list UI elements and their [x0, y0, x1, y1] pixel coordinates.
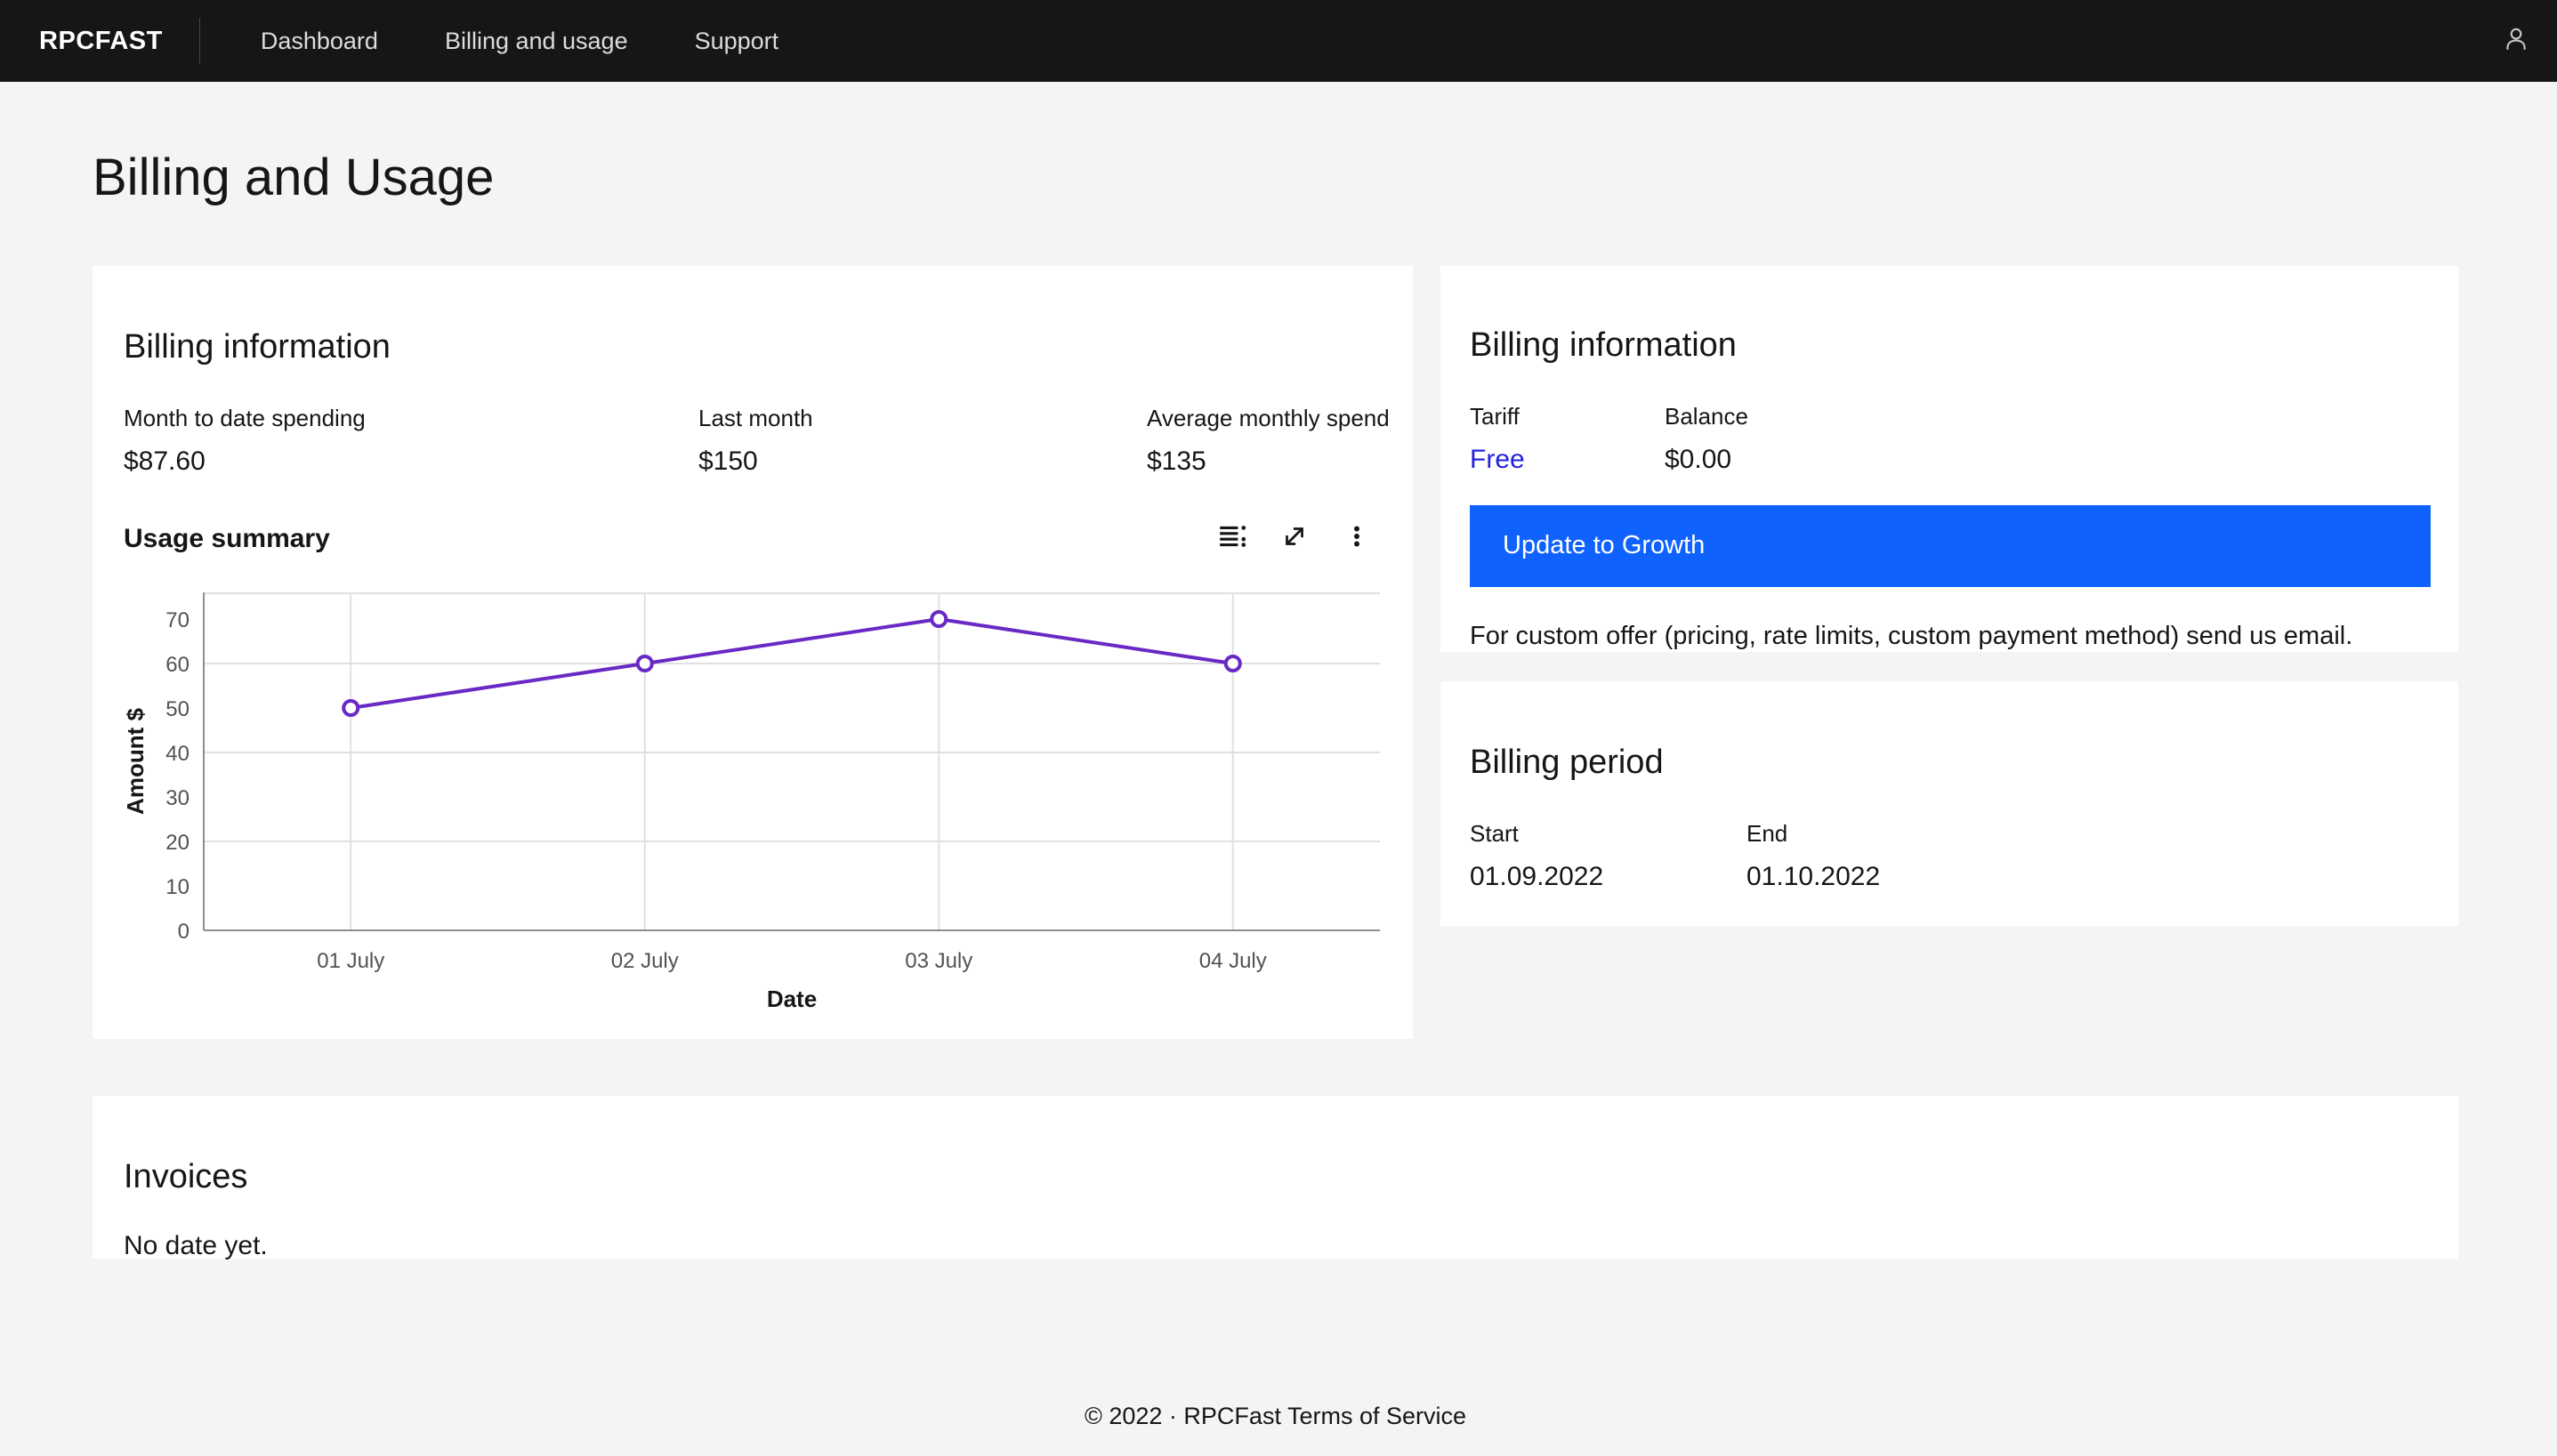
svg-text:30: 30 — [165, 786, 190, 810]
svg-text:01 July: 01 July — [317, 949, 384, 973]
stat-value: $135 — [1147, 446, 1206, 476]
svg-text:60: 60 — [165, 653, 190, 677]
chart-point[interactable] — [1223, 654, 1242, 672]
chart-options-button[interactable] — [1339, 521, 1375, 557]
field-value: 01.10.2022 — [1746, 861, 1881, 891]
field-label: Balance — [1665, 402, 1748, 430]
billing-card-title: Billing information — [124, 327, 391, 366]
svg-text:50: 50 — [165, 697, 190, 721]
stat-month-to-date: Month to date spending $87.60 — [124, 404, 698, 479]
account-fields: Tariff Free Balance $0.00 — [1470, 402, 2429, 477]
field-start: Start 01.09.2022 — [1470, 819, 1746, 894]
nav-item-billing-and-usage[interactable]: Billing and usage — [444, 27, 628, 54]
chart-point[interactable] — [930, 609, 948, 628]
logo[interactable]: RPCFAST — [39, 26, 163, 55]
field-end: End 01.10.2022 — [1746, 819, 2429, 894]
footer-copyright: © 2022 · RPCFast — [1084, 1403, 1281, 1429]
field-value: $0.00 — [1665, 444, 1732, 474]
chart-point[interactable] — [635, 654, 654, 672]
data-table-icon — [1217, 521, 1247, 556]
billing-stats: Month to date spending $87.60 Last month… — [124, 404, 1390, 479]
user-menu-button[interactable] — [2475, 0, 2557, 82]
svg-text:Amount $: Amount $ — [124, 707, 149, 814]
period-card-title: Billing period — [1470, 743, 1664, 781]
main-content: Billing and Usage Billing information Mo… — [0, 147, 2557, 1456]
svg-text:40: 40 — [165, 742, 190, 766]
svg-text:20: 20 — [165, 831, 190, 855]
svg-text:02 July: 02 July — [611, 949, 679, 973]
page-title: Billing and Usage — [93, 149, 495, 206]
svg-text:10: 10 — [165, 875, 190, 899]
chart-point[interactable] — [342, 698, 360, 717]
top-nav: RPCFAST Dashboard Billing and usage Supp… — [0, 0, 2557, 82]
account-card-title: Billing information — [1470, 326, 1737, 364]
invoices-card: Invoices No date yet. — [93, 1096, 2458, 1260]
usage-summary-header: Usage summary — [124, 521, 1382, 557]
overflow-menu-icon — [1342, 521, 1372, 556]
invoices-empty-state: No date yet. — [124, 1230, 268, 1260]
stat-label: Average monthly spend — [1147, 404, 1390, 431]
field-value: 01.09.2022 — [1470, 861, 1604, 891]
usage-summary-title: Usage summary — [124, 523, 330, 553]
svg-text:03 July: 03 July — [905, 949, 972, 973]
page-footer: © 2022 · RPCFast Terms of Service — [93, 1401, 2458, 1456]
stat-average-monthly: Average monthly spend $135 — [1147, 404, 1390, 479]
stat-value: $87.60 — [124, 446, 206, 476]
account-billing-card: Billing information Tariff Free Balance … — [1440, 266, 2458, 652]
stat-value: $150 — [698, 446, 758, 476]
svg-text:Date: Date — [767, 985, 817, 1012]
stat-label: Last month — [698, 404, 813, 431]
field-balance: Balance $0.00 — [1665, 402, 2429, 477]
invoices-title: Invoices — [124, 1157, 248, 1195]
field-label: Tariff — [1470, 402, 1520, 430]
cards-row: Billing information Month to date spendi… — [93, 266, 2458, 1039]
expand-icon — [1279, 521, 1310, 556]
nav-items: Dashboard Billing and usage Support — [200, 28, 778, 55]
custom-offer-note: For custom offer (pricing, rate limits, … — [1470, 621, 2353, 650]
nav-item-support[interactable]: Support — [694, 27, 779, 54]
field-label: End — [1746, 819, 1788, 847]
svg-text:70: 70 — [165, 608, 190, 632]
chart-toolbar — [1214, 521, 1382, 557]
show-data-table-button[interactable] — [1214, 521, 1250, 557]
stat-label: Month to date spending — [124, 404, 366, 431]
billing-period-card: Billing period Start 01.09.2022 End 01.1… — [1440, 681, 2458, 926]
user-avatar-icon — [2501, 24, 2531, 59]
terms-of-service-link[interactable]: Terms of Service — [1287, 1403, 1467, 1429]
tariff-link[interactable]: Free — [1470, 444, 1525, 474]
svg-text:0: 0 — [178, 920, 190, 944]
nav-item-dashboard[interactable]: Dashboard — [260, 27, 378, 54]
update-to-growth-button[interactable]: Update to Growth — [1470, 504, 2431, 587]
svg-text:04 July: 04 July — [1199, 949, 1267, 973]
period-fields: Start 01.09.2022 End 01.10.2022 — [1470, 819, 2429, 894]
nav-divider — [198, 18, 200, 64]
billing-information-card: Billing information Month to date spendi… — [93, 266, 1413, 1039]
expand-chart-button[interactable] — [1277, 521, 1312, 557]
stat-last-month: Last month $150 — [698, 404, 1147, 479]
right-column: Billing information Tariff Free Balance … — [1440, 266, 2458, 926]
field-tariff: Tariff Free — [1470, 402, 1665, 477]
chart-line — [350, 616, 1234, 710]
field-label: Start — [1470, 819, 1519, 847]
usage-line-chart: 0 10 20 30 40 50 60 70 01 July 02 July 03 July 04 J… — [122, 591, 1382, 1042]
